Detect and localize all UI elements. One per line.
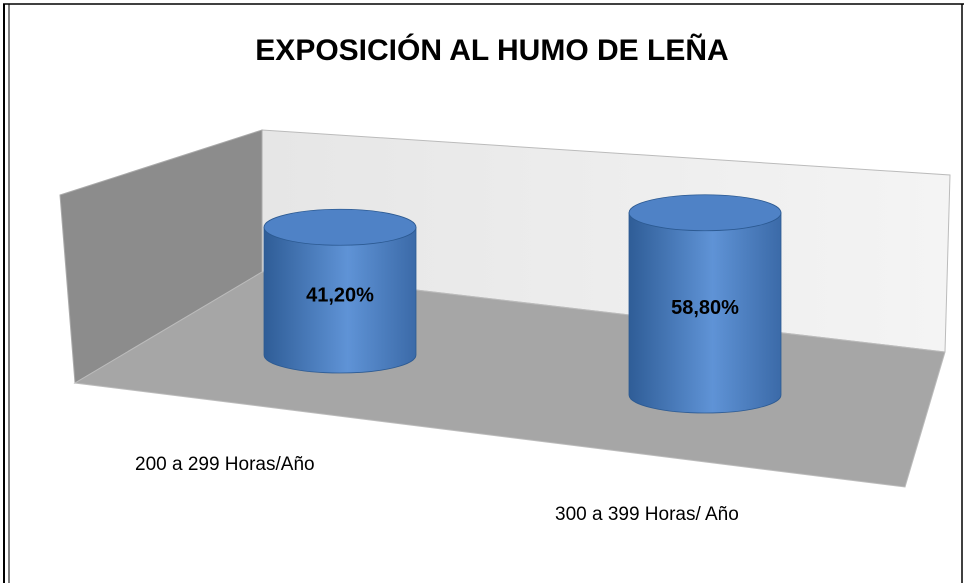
x-tick-label: 200 a 299 Horas/Año <box>135 454 315 475</box>
cylinder <box>628 194 782 414</box>
cylinder-top <box>628 194 782 232</box>
cylinder-body <box>628 212 782 414</box>
data-label: 58,80% <box>671 297 739 319</box>
cylinder-top <box>263 208 417 246</box>
data-label: 41,20% <box>306 284 374 306</box>
cylinder-body <box>263 226 417 374</box>
chart-title: EXPOSICIÓN AL HUMO DE LEÑA <box>255 33 728 67</box>
x-tick-label: 300 a 399 Horas/ Año <box>555 504 739 525</box>
cylinder <box>263 208 417 374</box>
